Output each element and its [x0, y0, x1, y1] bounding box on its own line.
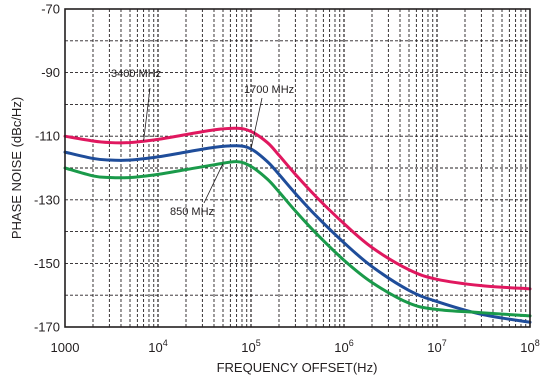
x-tick-label: 108	[520, 338, 539, 355]
y-tick-label: -110	[35, 129, 60, 144]
y-axis-title: PHASE NOISE (dBc/Hz)	[9, 97, 24, 239]
annotation-1700-mhz: 1700 MHz	[244, 84, 294, 96]
y-tick-labels: -70 -90 -110 -130 -150 -170	[34, 2, 60, 335]
plot-frame	[64, 8, 531, 328]
x-tick-label: 104	[148, 338, 167, 355]
y-tick-label: -170	[34, 320, 60, 335]
x-tick-labels: 1000 104 105 106 107 108	[51, 338, 540, 355]
annotation-850-mhz: 850 MHz	[170, 206, 214, 218]
annotations-layer: 3400 MHz 1700 MHz 850 MHz	[111, 68, 294, 218]
y-tick-label: -150	[34, 256, 60, 271]
series-line-1700-mhz	[63, 144, 532, 324]
x-tick-label: 105	[241, 338, 260, 355]
annotation-leader-1700-mhz	[250, 97, 263, 150]
x-tick-label: 106	[334, 338, 353, 355]
annotation-leader-850-mhz	[203, 163, 224, 204]
annotation-3400-mhz: 3400 MHz	[111, 68, 161, 80]
series-layer	[63, 126, 532, 324]
series-line-850-mhz	[63, 160, 532, 318]
annotation-leader-3400-mhz	[143, 87, 151, 142]
y-tick-label: -90	[41, 65, 60, 80]
series-line-3400-mhz	[63, 126, 532, 291]
y-tick-label: -130	[34, 192, 60, 207]
x-axis-title: FREQUENCY OFFSET(Hz)	[217, 360, 378, 375]
x-tick-label: 107	[427, 338, 446, 355]
x-tick-label: 1000	[51, 340, 80, 355]
y-tick-label: -70	[41, 2, 60, 17]
